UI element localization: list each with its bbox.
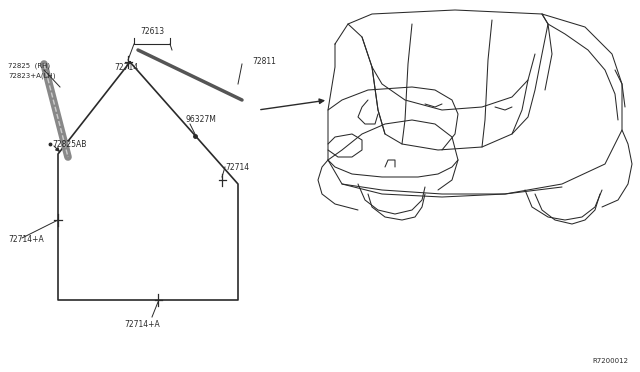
Text: 72823+A(LH): 72823+A(LH): [8, 73, 56, 79]
Text: 96327M: 96327M: [185, 115, 216, 124]
Text: 72825  (RH): 72825 (RH): [8, 63, 50, 69]
Text: 72613: 72613: [140, 27, 164, 36]
Text: 72714: 72714: [225, 163, 249, 171]
Text: R7200012: R7200012: [592, 358, 628, 364]
Text: 72714+A: 72714+A: [8, 235, 44, 244]
Text: 72811: 72811: [252, 58, 276, 67]
Text: 72714+A: 72714+A: [124, 320, 160, 329]
Text: 72714: 72714: [114, 64, 138, 73]
Text: 72825AB: 72825AB: [52, 140, 86, 148]
